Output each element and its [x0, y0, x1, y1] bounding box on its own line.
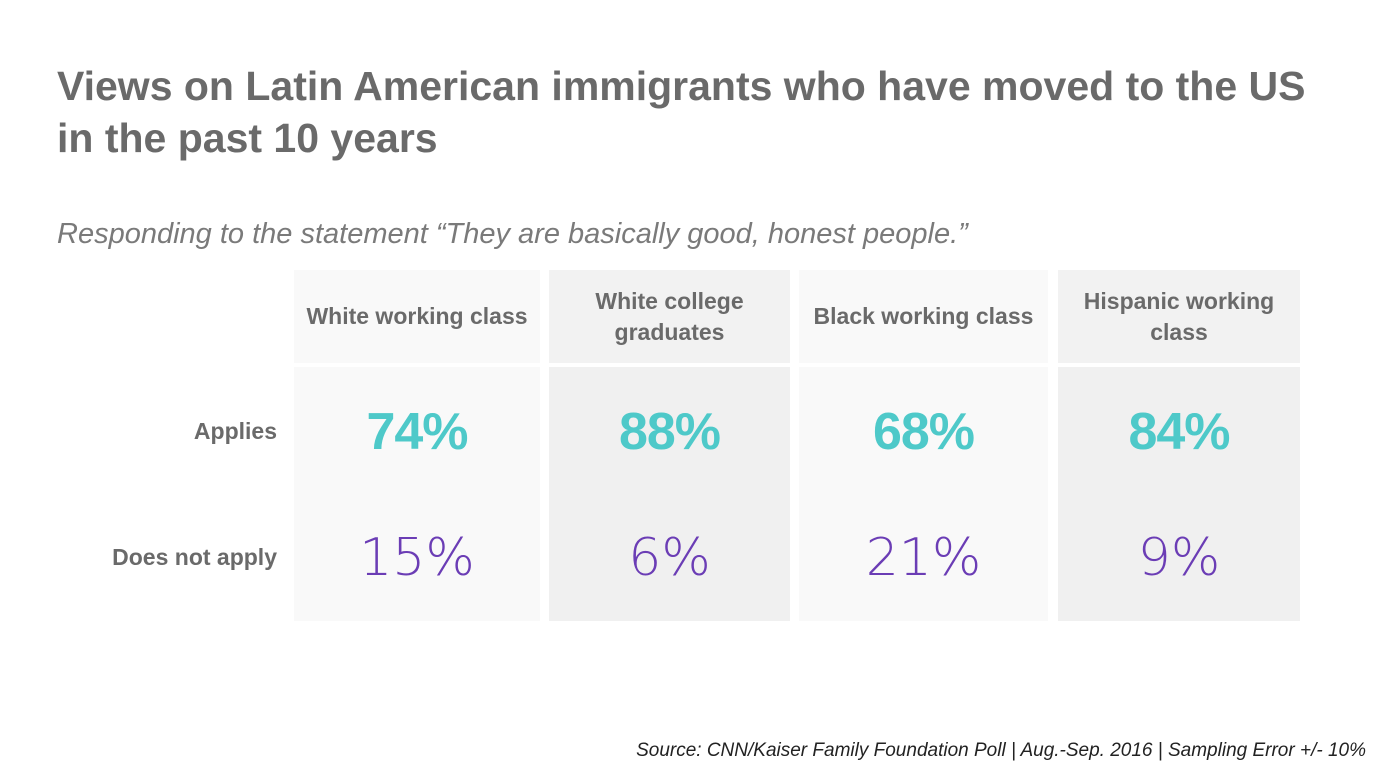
value-does-not-apply: 9% [1137, 528, 1221, 588]
column-body [1058, 367, 1300, 621]
chart-title: Views on Latin American immigrants who h… [57, 63, 1306, 161]
chart-subtitle: Responding to the statement “They are ba… [57, 218, 968, 250]
source-note: Source: CNN/Kaiser Family Foundation Pol… [636, 740, 1366, 761]
value-does-not-apply: 6% [628, 528, 711, 588]
column-body [549, 367, 790, 621]
row-label-applies: Applies [193, 418, 277, 444]
value-applies: 74% [366, 403, 468, 461]
value-does-not-apply: 15% [359, 528, 475, 588]
value-applies: 84% [1128, 403, 1230, 461]
column-header: Hispanic working class [1058, 270, 1300, 363]
column-body [294, 367, 540, 621]
column-header: Black working class [799, 270, 1048, 363]
column-header: White college graduates [549, 270, 790, 363]
column-body [799, 367, 1048, 621]
row-label-does-not-apply: Does not apply [112, 544, 277, 570]
value-applies: 88% [618, 403, 721, 461]
value-applies: 68% [872, 403, 975, 461]
column-header: White working class [294, 270, 540, 363]
value-does-not-apply: 21% [865, 528, 982, 588]
